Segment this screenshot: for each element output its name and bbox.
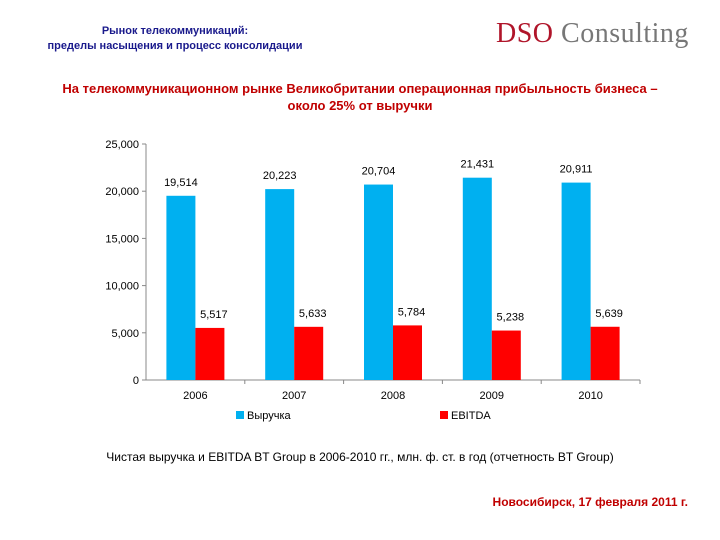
revenue-bar-2006 — [166, 195, 196, 380]
x-tick-label-2010: 2010 — [578, 390, 602, 402]
dso-consulting-logo: DSO Consulting — [496, 18, 706, 58]
footer-date: Новосибирск, 17 февраля 2011 г. — [492, 495, 688, 509]
header-title-line1: Рынок телекоммуникаций: — [101, 25, 249, 37]
y-tick-label: 15,000 — [105, 233, 139, 245]
chart-caption: Чистая выручка и EBITDA BT Group в 2006-… — [106, 450, 614, 464]
ebitda-bar-2010 — [590, 326, 620, 380]
revenue-bar-2007 — [265, 189, 295, 380]
logo-dso-text: DSO — [496, 18, 554, 49]
revenue-bar-2010 — [561, 182, 591, 380]
ebitda-data-label-2009: 5,238 — [497, 312, 525, 324]
logo-consulting-text: Consulting — [561, 18, 689, 49]
ebitda-data-label-2007: 5,633 — [299, 308, 327, 320]
revenue-data-label-2008: 20,704 — [362, 166, 396, 178]
y-tick-label: 10,000 — [105, 281, 139, 293]
y-tick-label: 20,000 — [105, 186, 139, 198]
ebitda-data-label-2008: 5,784 — [398, 306, 426, 318]
x-tick-label-2007: 2007 — [282, 390, 306, 402]
revenue-bar-2009 — [462, 177, 492, 380]
legend-swatch-revenue — [236, 411, 244, 419]
slide-subtitle-line1: На телекоммуникационном рынке Великобрит… — [62, 81, 658, 96]
ebitda-data-label-2006: 5,517 — [200, 309, 228, 321]
ebitda-bar-2008 — [393, 325, 422, 380]
y-tick-label: 0 — [133, 375, 139, 387]
ebitda-bar-2006 — [195, 327, 225, 380]
revenue-bar-2008 — [364, 184, 393, 380]
revenue-data-label-2006: 19,514 — [164, 177, 198, 189]
legend-label-ebitda: EBITDA — [451, 410, 491, 422]
revenue-data-label-2010: 20,911 — [560, 164, 593, 176]
y-tick-label: 25,000 — [105, 139, 139, 151]
legend-swatch-ebitda — [440, 411, 448, 419]
revenue-data-label-2009: 21,431 — [460, 159, 494, 171]
ebitda-bar-2009 — [491, 330, 521, 380]
y-tick-label: 5,000 — [111, 328, 139, 340]
x-tick-label-2006: 2006 — [183, 390, 207, 402]
revenue-ebitda-bar-chart: 0 5,000 10,000 15,000 20,000 25,000 19,514 5,51… — [105, 139, 641, 422]
slide-subtitle-line2: около 25% от выручки — [287, 98, 433, 113]
slide-subtitle: На телекоммуникационном рынке Великобрит… — [20, 80, 700, 114]
x-tick-label-2009: 2009 — [480, 390, 504, 402]
ebitda-data-label-2010: 5,639 — [595, 308, 623, 320]
legend-label-revenue: Выручка — [247, 410, 292, 422]
header-title: Рынок телекоммуникаций: пределы насыщени… — [0, 24, 350, 54]
revenue-data-label-2007: 20,223 — [263, 170, 297, 182]
header-title-line2: пределы насыщения и процесс консолидации — [47, 40, 303, 52]
ebitda-bar-2007 — [294, 326, 324, 380]
x-tick-label-2008: 2008 — [381, 390, 405, 402]
